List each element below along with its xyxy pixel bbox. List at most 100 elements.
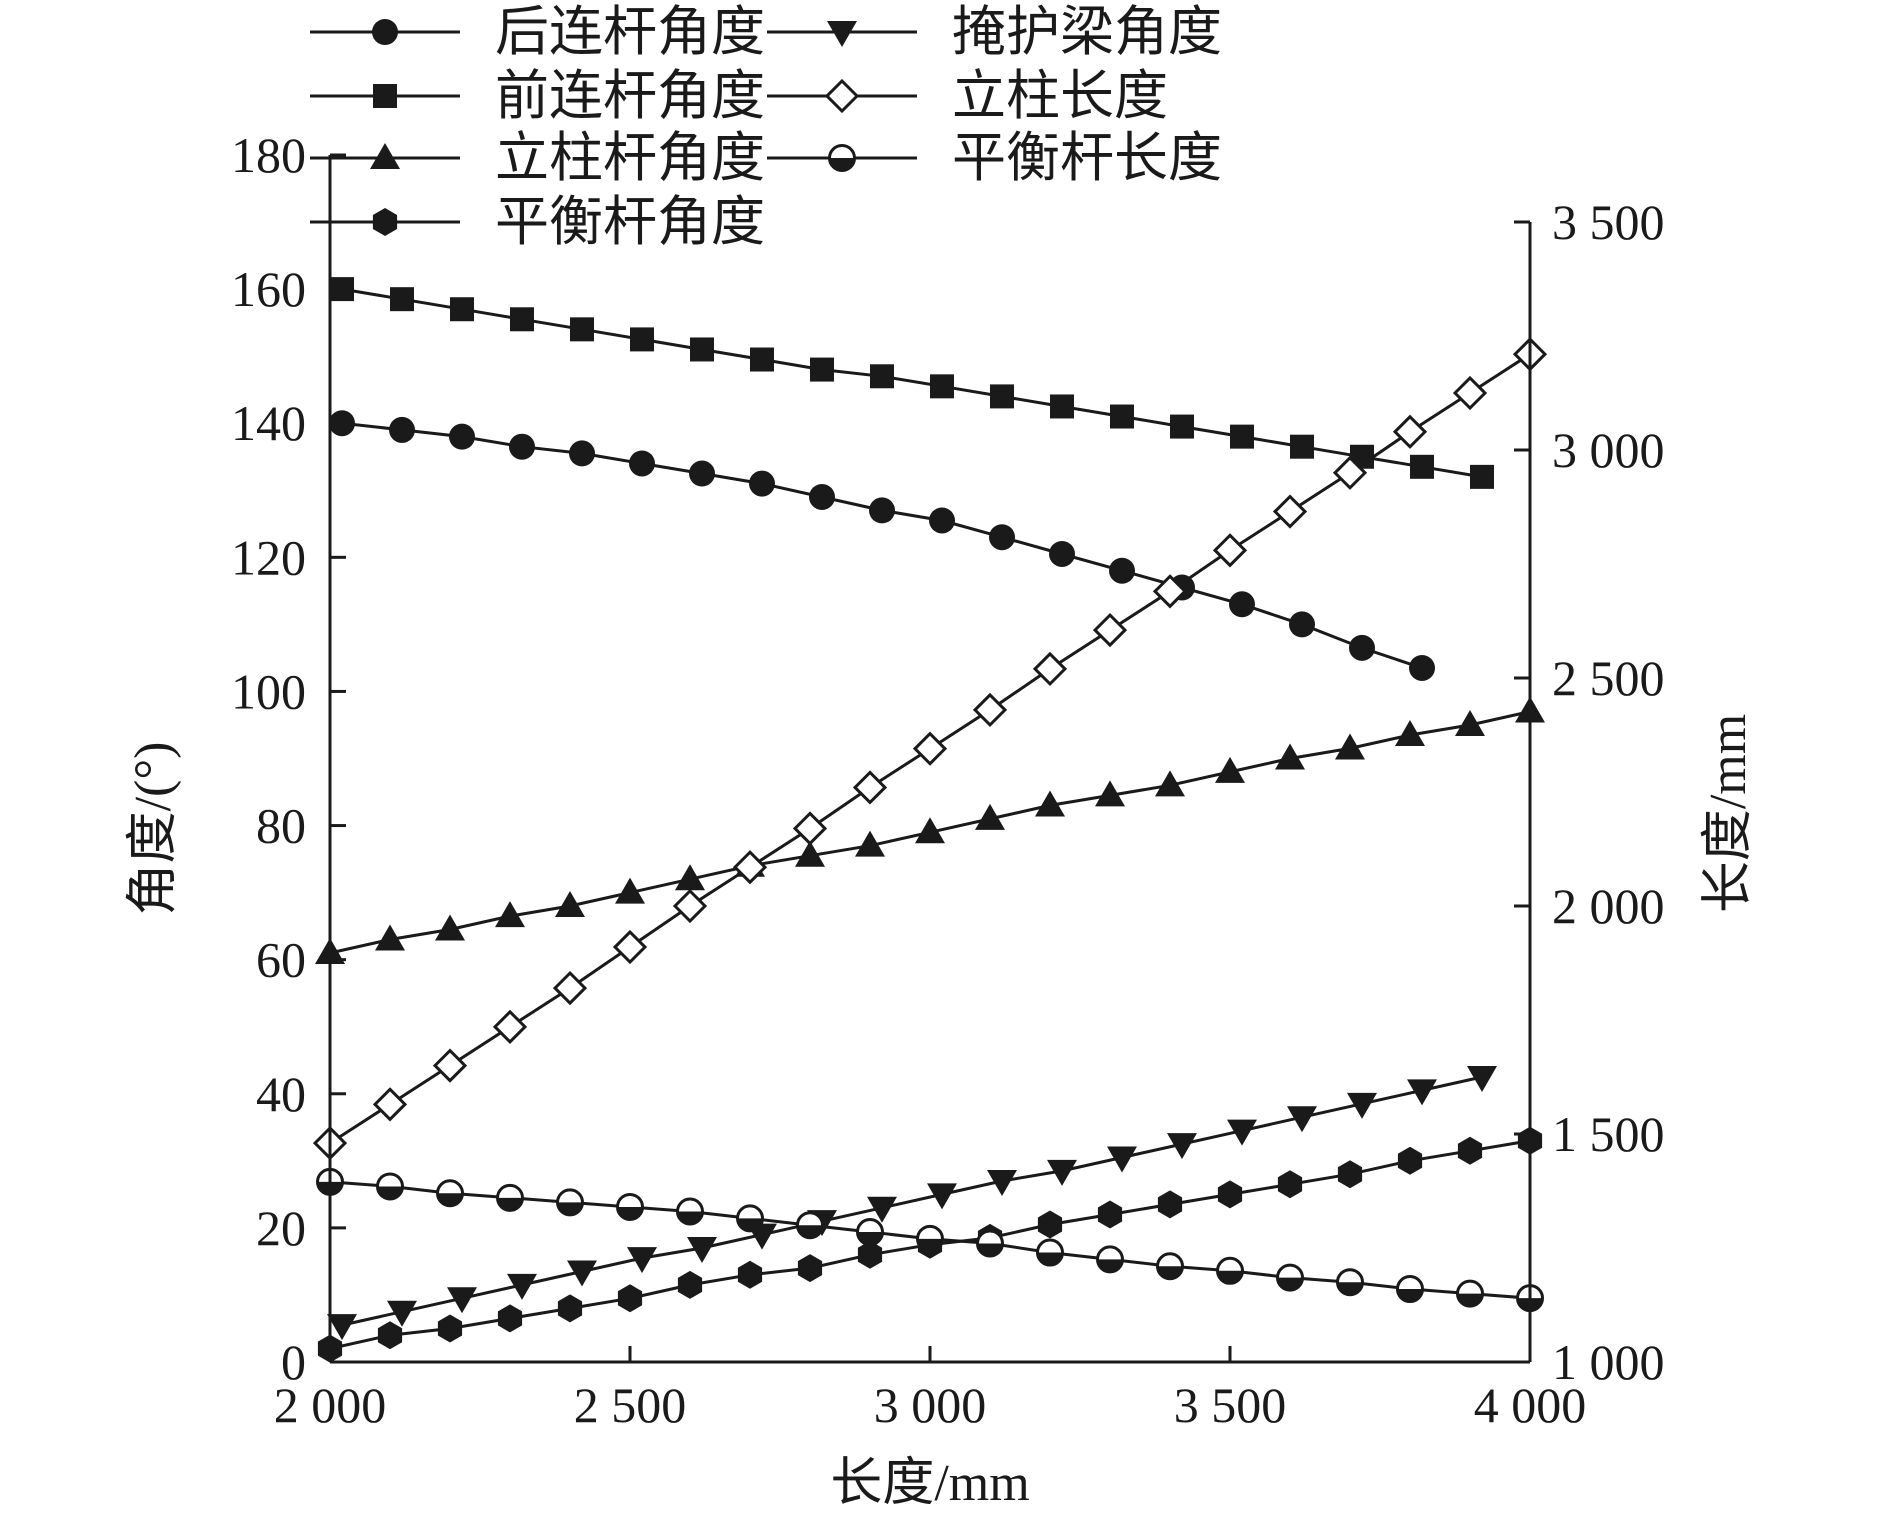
- series-7-point: [736, 1204, 764, 1233]
- axes-layer: 0 20 40 60 80 100 120 140 160 180 1 000 1 500 2 000 2…: [125, 127, 1757, 1512]
- series-1-point: [1109, 557, 1135, 584]
- series-1-point: [1349, 634, 1375, 661]
- series-2-point: [1470, 464, 1494, 489]
- series-7-point: [1396, 1275, 1424, 1304]
- left-tick-label: 0: [281, 1334, 306, 1390]
- series-6-point: [492, 1009, 528, 1044]
- series-7-point: [676, 1197, 704, 1226]
- series-4-point: [1217, 1180, 1243, 1209]
- series-7-point: [436, 1179, 464, 1208]
- series-2-point: [690, 337, 714, 362]
- series-3-point: [1155, 770, 1185, 797]
- left-tick-label: 140: [231, 395, 306, 451]
- series-3-point: [495, 901, 525, 928]
- series-3-point: [1275, 743, 1305, 770]
- series-2: [330, 277, 1494, 489]
- series-6-point: [612, 929, 648, 965]
- series-3-point: [375, 924, 405, 951]
- series-6-point: [1152, 574, 1188, 609]
- series-7-point: [856, 1218, 884, 1247]
- series-6-point: [1272, 494, 1308, 529]
- series-2-point: [390, 287, 414, 312]
- series-7-point: [1216, 1256, 1244, 1285]
- series-4-point: [1157, 1190, 1183, 1219]
- series-2-point: [1110, 404, 1134, 429]
- legend-swatch-marker: [372, 208, 398, 236]
- legend-label: 后连杆角度: [495, 2, 765, 62]
- right-tick-label: 1 500: [1552, 1106, 1665, 1162]
- series-1-point: [449, 423, 475, 450]
- series-4-point: [1277, 1170, 1303, 1199]
- series-5-point: [1287, 1106, 1317, 1133]
- series-7-point: [1456, 1279, 1484, 1308]
- x-tick-label: 3 500: [1174, 1377, 1287, 1433]
- series-7-point: [1156, 1252, 1184, 1281]
- series-2-point: [810, 357, 834, 382]
- series-7-point: [556, 1188, 584, 1217]
- series-3: [315, 696, 1545, 964]
- series-5-point: [1407, 1079, 1437, 1106]
- series-5-point: [627, 1247, 657, 1274]
- series-6-point: [432, 1048, 468, 1083]
- series-1-point: [509, 433, 535, 460]
- series-3-point: [795, 840, 825, 867]
- left-tick-label: 60: [256, 932, 306, 988]
- series-5-point: [1047, 1159, 1077, 1186]
- left-tick-label: 160: [231, 261, 306, 317]
- legend-label: 立柱杆角度: [495, 128, 765, 188]
- series-4-point: [797, 1254, 823, 1283]
- series-6-point: [852, 770, 888, 805]
- series-1-point: [1289, 611, 1315, 638]
- series-5-point: [507, 1273, 537, 1300]
- legend-swatch-marker: [828, 144, 856, 172]
- series-6-point: [672, 888, 708, 924]
- series-6-point: [732, 850, 768, 885]
- series-4-point: [737, 1260, 763, 1289]
- series-1-point: [929, 507, 955, 534]
- series-1-point: [1409, 654, 1435, 681]
- legend-item: 平衡杆长度: [767, 128, 1222, 188]
- series-1-point: [629, 450, 655, 477]
- legend-swatch-marker: [827, 21, 857, 47]
- series-5-point: [1227, 1119, 1257, 1146]
- series-1-point: [1229, 591, 1255, 618]
- series-5-point: [1467, 1066, 1497, 1093]
- series-4-point: [1337, 1160, 1363, 1189]
- series-5-point: [867, 1196, 897, 1223]
- series-7-point: [616, 1192, 644, 1221]
- series-1-point: [389, 416, 415, 443]
- series-4-point: [857, 1240, 883, 1269]
- series-2-point: [1230, 424, 1254, 449]
- series-6-point: [372, 1087, 408, 1122]
- series-5-point: [327, 1314, 357, 1341]
- legend-swatch-marker: [373, 84, 397, 108]
- series-4-point: [1097, 1200, 1123, 1229]
- series-2-point: [990, 384, 1014, 409]
- series-1-point: [749, 470, 775, 497]
- series-4-point: [437, 1314, 463, 1343]
- series-3-point: [1095, 780, 1125, 807]
- x-tick-label: 4 000: [1474, 1377, 1587, 1433]
- series-2-point: [1410, 454, 1434, 479]
- series-1-point: [989, 524, 1015, 551]
- series-2-point: [450, 297, 474, 322]
- series-6-point: [972, 692, 1008, 728]
- series-6: [312, 337, 1548, 1161]
- series-3-point: [855, 830, 885, 857]
- x-tick-label: 2 500: [574, 1377, 687, 1433]
- legend-item: 立柱杆角度: [310, 128, 765, 188]
- right-tick-label: 3 000: [1552, 422, 1665, 478]
- series-5-point: [927, 1183, 957, 1210]
- legend-label: 立柱长度: [952, 66, 1168, 126]
- series-3-point: [1215, 756, 1245, 783]
- series-6-point: [792, 811, 828, 846]
- x-axis-title: 长度/mm: [830, 1455, 1029, 1512]
- series-2-point: [630, 327, 654, 352]
- series-4-point: [557, 1294, 583, 1323]
- series-4-point: [1397, 1146, 1423, 1175]
- series-6-point: [1392, 414, 1428, 449]
- series-4-point: [377, 1321, 403, 1350]
- series-3-point: [975, 803, 1005, 830]
- series-7-point: [796, 1211, 824, 1240]
